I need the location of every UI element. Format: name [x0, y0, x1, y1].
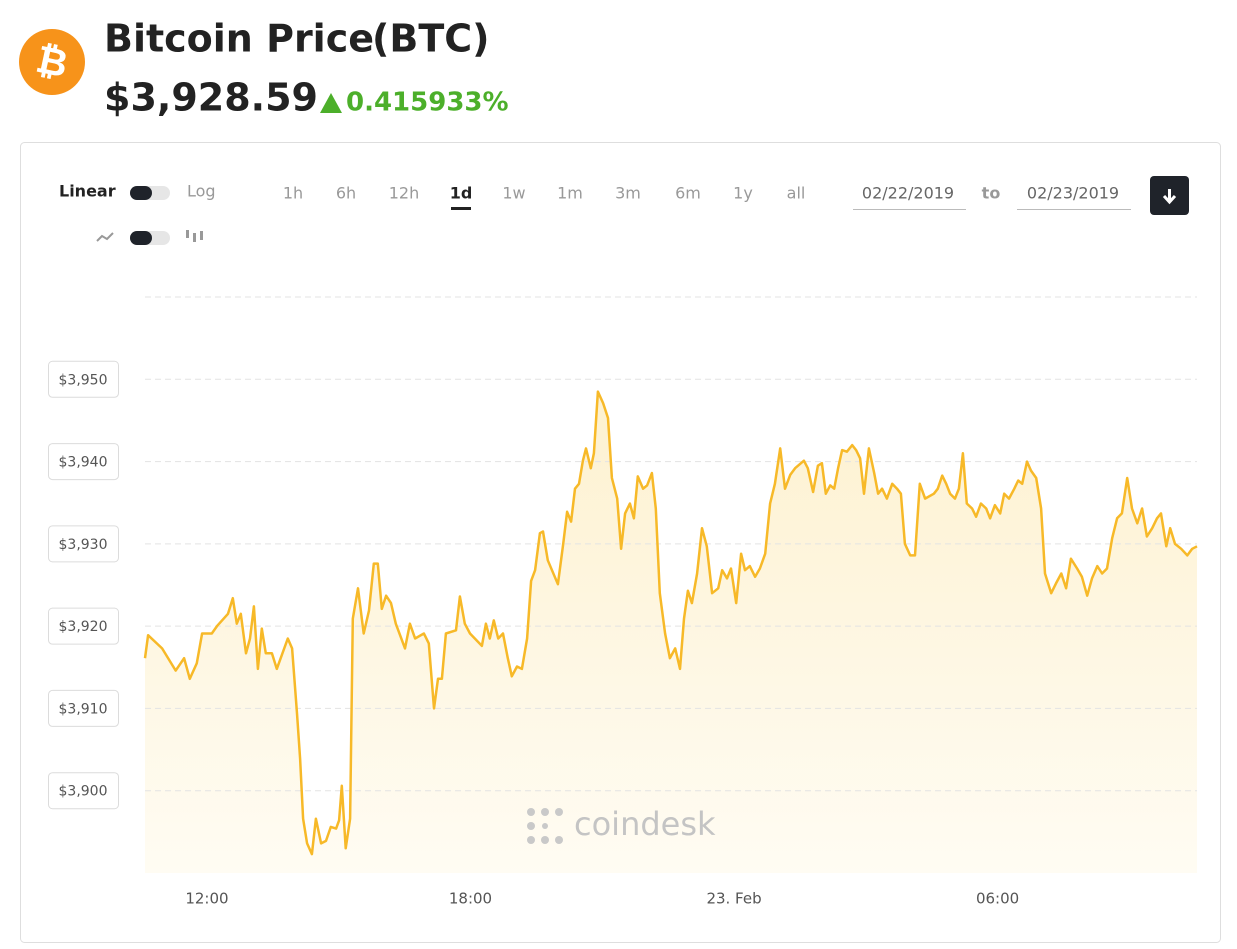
change: 0.415933% [346, 88, 509, 118]
price: $3,928.59 [104, 76, 318, 120]
price-line [143, 390, 1198, 856]
range-button[interactable]: 1y [733, 184, 753, 203]
y-tick-label: $3,910 [59, 701, 108, 717]
watermark-text: coindesk [574, 805, 716, 843]
range-button[interactable]: 1m [557, 184, 583, 203]
range-button[interactable]: 1w [502, 184, 525, 203]
y-tick-box [48, 443, 119, 481]
range-button[interactable]: all [787, 184, 806, 203]
symbol: (BTC) [372, 17, 490, 61]
x-tick-label: 18:00 [449, 890, 492, 908]
price-area [145, 391, 1197, 873]
range-button[interactable]: 1d [450, 184, 473, 203]
candle-icon[interactable] [186, 230, 203, 242]
y-tick-box [48, 607, 119, 645]
toggle-knob [130, 231, 152, 245]
date-from[interactable]: 02/22/2019 [862, 184, 954, 203]
plot [143, 296, 1198, 873]
range-button[interactable]: 6m [675, 184, 701, 203]
x-tick-label: 06:00 [976, 890, 1019, 908]
line-icon[interactable] [96, 232, 114, 242]
range-underline [451, 207, 471, 210]
x-tick-label: 23. Feb [706, 890, 761, 908]
download-arrow [1162, 189, 1177, 205]
watermark: coindesk [527, 805, 716, 844]
up-arrow [320, 93, 342, 113]
y-tick-box [48, 525, 119, 563]
y-tick-label: $3,920 [59, 619, 108, 635]
range-button[interactable]: 6h [336, 184, 356, 203]
btc-icon [19, 29, 85, 95]
toggle-knob [130, 186, 152, 200]
y-tick-label: $3,900 [59, 784, 108, 800]
y-tick-label: $3,940 [59, 455, 108, 471]
x-tick-label: 12:00 [185, 890, 228, 908]
scale-linear[interactable]: Linear [59, 182, 116, 201]
range-button[interactable]: 12h [389, 184, 420, 203]
date-sep: to [982, 184, 1001, 203]
range-button[interactable]: 3m [615, 184, 641, 203]
y-tick-box [48, 772, 119, 810]
y-tick-label: $3,930 [59, 537, 108, 553]
y-tick-box [48, 689, 119, 727]
y-tick-box [48, 360, 119, 398]
scale-log[interactable]: Log [187, 182, 216, 201]
date-to[interactable]: 02/23/2019 [1027, 184, 1119, 203]
range-button[interactable]: 1h [283, 184, 303, 203]
y-tick-label: $3,950 [59, 372, 108, 388]
title: Bitcoin Price [104, 17, 374, 61]
